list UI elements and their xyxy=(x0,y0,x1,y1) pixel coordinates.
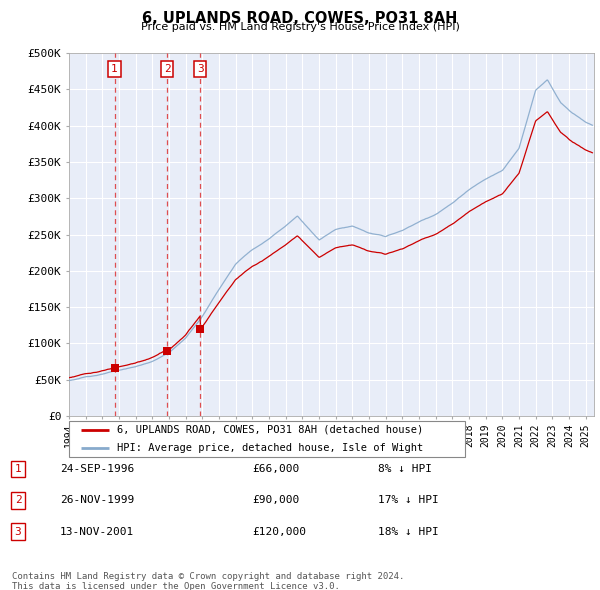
Text: 2: 2 xyxy=(164,64,171,74)
Text: 2: 2 xyxy=(14,496,22,505)
Text: 1: 1 xyxy=(14,464,22,474)
Text: 3: 3 xyxy=(14,527,22,536)
Text: 6, UPLANDS ROAD, COWES, PO31 8AH: 6, UPLANDS ROAD, COWES, PO31 8AH xyxy=(142,11,458,25)
Text: 13-NOV-2001: 13-NOV-2001 xyxy=(60,527,134,536)
Text: Contains HM Land Registry data © Crown copyright and database right 2024.
This d: Contains HM Land Registry data © Crown c… xyxy=(12,572,404,590)
Text: 24-SEP-1996: 24-SEP-1996 xyxy=(60,464,134,474)
Text: £66,000: £66,000 xyxy=(252,464,299,474)
Text: 18% ↓ HPI: 18% ↓ HPI xyxy=(378,527,439,536)
Text: 8% ↓ HPI: 8% ↓ HPI xyxy=(378,464,432,474)
Text: HPI: Average price, detached house, Isle of Wight: HPI: Average price, detached house, Isle… xyxy=(116,443,423,453)
Text: £120,000: £120,000 xyxy=(252,527,306,536)
Text: £90,000: £90,000 xyxy=(252,496,299,505)
Text: 26-NOV-1999: 26-NOV-1999 xyxy=(60,496,134,505)
Text: 6, UPLANDS ROAD, COWES, PO31 8AH (detached house): 6, UPLANDS ROAD, COWES, PO31 8AH (detach… xyxy=(116,425,423,435)
Text: 17% ↓ HPI: 17% ↓ HPI xyxy=(378,496,439,505)
FancyBboxPatch shape xyxy=(69,421,465,457)
Text: 1: 1 xyxy=(111,64,118,74)
Text: 3: 3 xyxy=(197,64,203,74)
Text: Price paid vs. HM Land Registry's House Price Index (HPI): Price paid vs. HM Land Registry's House … xyxy=(140,22,460,32)
